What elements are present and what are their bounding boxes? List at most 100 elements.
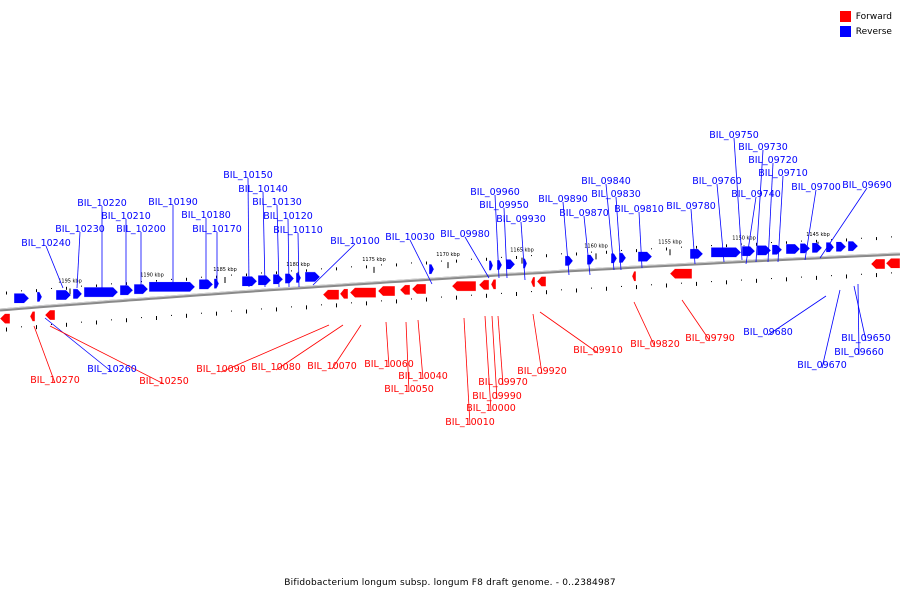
minor-tick	[186, 313, 187, 318]
reverse-gene	[847, 240, 859, 252]
reverse-gene	[241, 276, 258, 287]
minor-tick	[171, 278, 172, 280]
leader-line	[275, 324, 344, 371]
forward-gene	[631, 271, 637, 282]
minor-tick	[606, 250, 607, 254]
legend-forward-label: Forward	[855, 11, 892, 22]
reverse-gene	[618, 252, 627, 264]
leader-line	[539, 311, 599, 354]
forward-gene-label: BIL_09820	[630, 339, 680, 350]
forward-gene	[669, 268, 693, 279]
leader-line	[638, 211, 643, 269]
leader-line	[767, 295, 827, 336]
minor-tick	[21, 290, 22, 292]
leader-line	[733, 137, 743, 261]
forward-gene-label: BIL_10270	[30, 375, 80, 386]
leader-line	[287, 218, 290, 288]
reverse-gene	[148, 281, 196, 293]
minor-tick	[786, 241, 787, 245]
forward-gene	[536, 276, 547, 287]
leader-line	[44, 317, 113, 373]
minor-tick	[546, 290, 547, 295]
ruler-label: 1160 kbp	[584, 243, 608, 249]
minor-tick	[501, 292, 502, 294]
reverse-gene	[133, 283, 149, 295]
leader-line	[45, 245, 64, 289]
reverse-gene	[119, 284, 134, 296]
minor-tick	[201, 276, 202, 278]
reverse-gene-label: BIL_09980	[440, 229, 490, 240]
forward-gene	[322, 289, 340, 300]
reverse-gene	[771, 244, 783, 255]
minor-tick	[546, 254, 547, 258]
reverse-gene	[610, 253, 618, 264]
minor-tick	[726, 280, 727, 285]
minor-tick	[861, 237, 862, 239]
reverse-gene	[55, 289, 72, 301]
minor-tick	[756, 242, 757, 246]
ruler-label: 1195 kbp	[58, 278, 82, 284]
minor-tick	[666, 247, 667, 251]
minor-tick	[126, 282, 127, 286]
leader-line	[853, 285, 867, 342]
reverse-gene-label: BIL_09760	[692, 176, 742, 187]
forward-gene-label: BIL_10250	[139, 376, 189, 387]
minor-tick	[66, 286, 67, 290]
ruler-label: 1185 kbp	[213, 267, 237, 273]
reverse-gene	[428, 263, 435, 275]
leader-line	[497, 315, 504, 386]
minor-tick	[396, 263, 397, 267]
reverse-gene	[272, 274, 284, 285]
reverse-gene-label: BIL_10120	[263, 211, 313, 222]
reverse-gene	[637, 251, 653, 262]
leader-line	[417, 319, 424, 380]
minor-tick	[801, 240, 802, 242]
minor-tick	[366, 301, 367, 306]
leader-line	[745, 196, 757, 265]
minor-tick	[486, 257, 487, 261]
ruler-label: 1175 kbp	[362, 257, 386, 263]
minor-tick	[501, 256, 502, 258]
minor-tick	[666, 283, 667, 288]
forward-gene	[377, 285, 396, 297]
reverse-gene	[689, 248, 704, 260]
genome-backbone	[0, 252, 900, 312]
reverse-gene	[83, 286, 119, 298]
minor-tick	[591, 287, 592, 289]
reverse-gene-label: BIL_10190	[148, 197, 198, 208]
minor-tick	[381, 300, 382, 302]
reverse-gene-label: BIL_10240	[21, 238, 71, 249]
reverse-gene	[496, 259, 503, 271]
minor-tick	[831, 239, 832, 241]
reverse-gene	[825, 242, 835, 253]
minor-tick	[6, 327, 7, 332]
minor-tick	[816, 275, 817, 280]
reverse-gene	[284, 273, 295, 284]
leader-line	[220, 324, 330, 373]
minor-tick	[621, 285, 622, 287]
minor-tick	[441, 296, 442, 298]
forward-gene	[29, 311, 36, 322]
genome-caption: Bifidobacterium longum subsp. longum F8 …	[284, 578, 616, 588]
minor-tick	[111, 319, 112, 321]
reverse-gene-label: BIL_09670	[797, 360, 847, 371]
minor-tick	[861, 273, 862, 275]
minor-tick	[561, 289, 562, 291]
leader-line	[276, 204, 280, 288]
leader-line	[33, 325, 56, 384]
reverse-gene-label: BIL_09890	[538, 194, 588, 205]
reverse-gene-label: BIL_10260	[87, 364, 137, 375]
minor-tick	[306, 269, 307, 273]
minor-tick	[636, 249, 637, 253]
leader-line	[767, 162, 774, 263]
minor-tick	[756, 278, 757, 283]
leader-line	[681, 299, 711, 342]
leader-line	[532, 313, 543, 375]
minor-tick	[111, 283, 112, 285]
forward-gene	[399, 284, 411, 296]
minor-tick	[201, 312, 202, 314]
forward-gene-label: BIL_09790	[685, 333, 735, 344]
leader-line	[494, 194, 500, 279]
minor-tick	[636, 285, 637, 290]
forward-gene-label: BIL_10080	[251, 362, 301, 373]
